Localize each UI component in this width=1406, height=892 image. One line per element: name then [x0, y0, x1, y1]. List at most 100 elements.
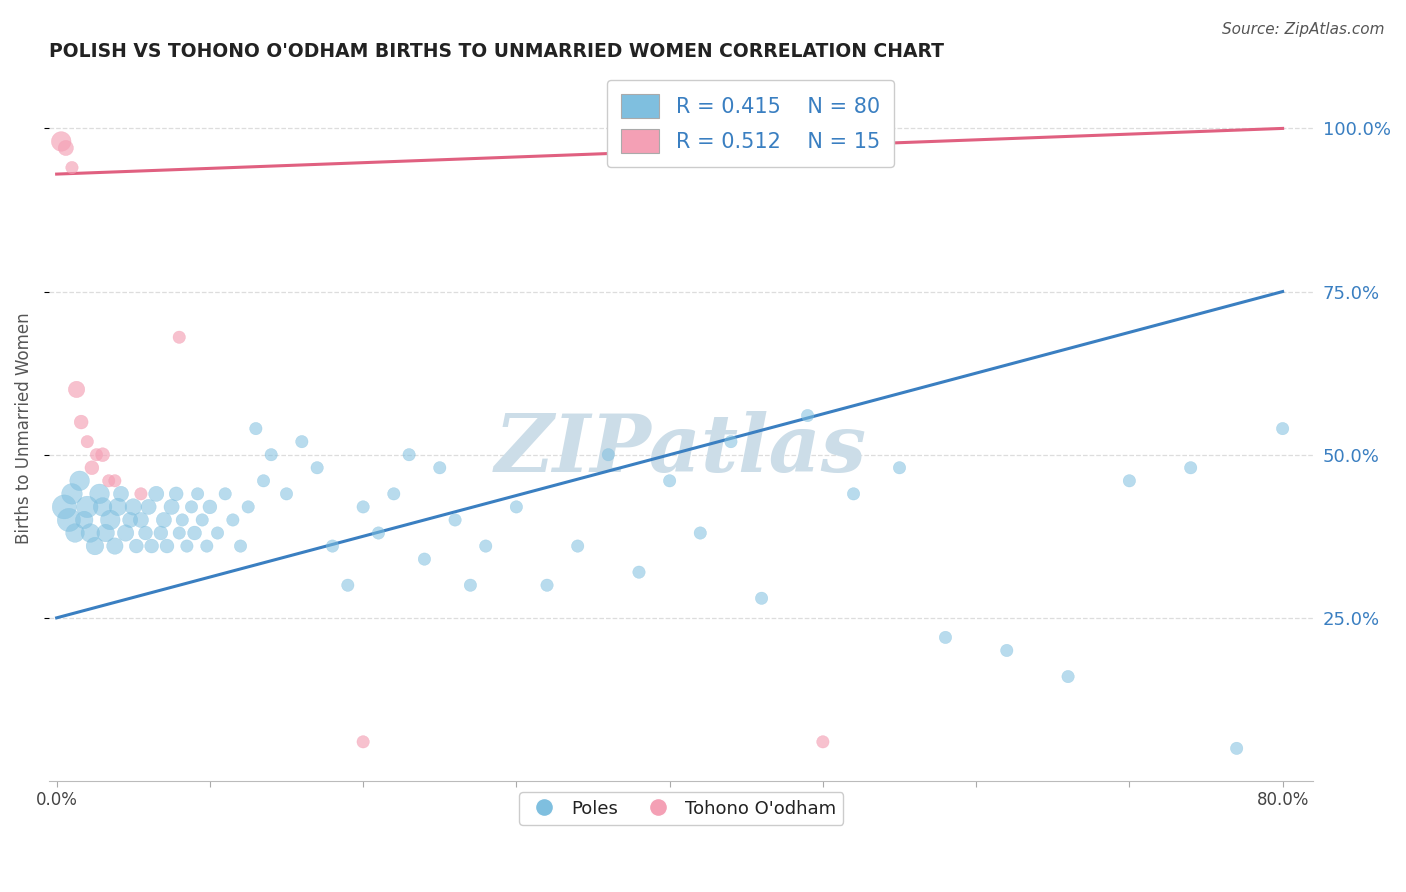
Point [94, 526, 117, 541]
Text: ZIPatlas: ZIPatlas [495, 411, 868, 489]
Point [167, 330, 190, 344]
Point [413, 552, 436, 566]
Point [145, 487, 167, 501]
Point [720, 434, 742, 449]
Point [1057, 669, 1080, 683]
Point [995, 643, 1018, 657]
Point [398, 448, 420, 462]
Point [1118, 474, 1140, 488]
Point [73, 513, 96, 527]
Point [336, 578, 359, 592]
Point [110, 487, 132, 501]
Point [276, 487, 298, 501]
Point [627, 565, 650, 579]
Point [245, 421, 267, 435]
Point [79, 526, 101, 541]
Point [207, 526, 229, 541]
Point [120, 513, 142, 527]
Point [598, 448, 620, 462]
Text: Source: ZipAtlas.com: Source: ZipAtlas.com [1222, 22, 1385, 37]
Point [125, 539, 148, 553]
Point [91, 448, 114, 462]
Point [153, 513, 176, 527]
Point [198, 500, 221, 514]
Point [134, 526, 156, 541]
Point [86, 448, 108, 462]
Point [60, 487, 83, 501]
Point [165, 487, 187, 501]
Point [53, 500, 76, 514]
Point [1180, 460, 1202, 475]
Point [138, 500, 160, 514]
Point [122, 500, 145, 514]
Point [429, 460, 451, 475]
Legend: Poles, Tohono O'odham: Poles, Tohono O'odham [519, 792, 844, 825]
Point [460, 578, 482, 592]
Point [104, 474, 127, 488]
Point [107, 500, 129, 514]
Point [842, 487, 865, 501]
Point [65, 383, 87, 397]
Point [84, 539, 107, 553]
Point [567, 539, 589, 553]
Point [658, 474, 681, 488]
Point [796, 409, 818, 423]
Point [222, 513, 245, 527]
Point [352, 500, 374, 514]
Point [1271, 421, 1294, 435]
Point [58, 513, 80, 527]
Point [69, 474, 91, 488]
Point [291, 434, 314, 449]
Point [934, 631, 956, 645]
Point [55, 141, 77, 155]
Point [811, 735, 834, 749]
Point [76, 434, 98, 449]
Point [191, 513, 214, 527]
Point [238, 500, 260, 514]
Point [76, 500, 98, 514]
Point [129, 513, 152, 527]
Point [97, 474, 120, 488]
Point [149, 526, 172, 541]
Point [98, 513, 121, 527]
Point [91, 500, 114, 514]
Point [63, 526, 86, 541]
Point [89, 487, 111, 501]
Point [167, 526, 190, 541]
Point [307, 460, 329, 475]
Point [70, 415, 93, 429]
Point [214, 487, 236, 501]
Point [129, 487, 152, 501]
Point [141, 539, 163, 553]
Point [229, 539, 252, 553]
Point [382, 487, 405, 501]
Point [260, 448, 283, 462]
Point [889, 460, 911, 475]
Point [104, 539, 127, 553]
Point [252, 474, 274, 488]
Point [321, 539, 343, 553]
Point [183, 526, 205, 541]
Point [367, 526, 389, 541]
Point [156, 539, 179, 553]
Point [51, 135, 73, 149]
Text: POLISH VS TOHONO O'ODHAM BIRTHS TO UNMARRIED WOMEN CORRELATION CHART: POLISH VS TOHONO O'ODHAM BIRTHS TO UNMAR… [49, 42, 943, 61]
Point [751, 591, 773, 606]
Point [195, 539, 218, 553]
Point [689, 526, 711, 541]
Point [187, 487, 209, 501]
Point [474, 539, 496, 553]
Point [444, 513, 467, 527]
Point [60, 161, 83, 175]
Point [505, 500, 527, 514]
Point [180, 500, 202, 514]
Point [536, 578, 558, 592]
Point [176, 539, 198, 553]
Point [172, 513, 194, 527]
Point [1226, 741, 1249, 756]
Y-axis label: Births to Unmarried Women: Births to Unmarried Women [15, 313, 32, 544]
Point [80, 460, 103, 475]
Point [352, 735, 374, 749]
Point [160, 500, 183, 514]
Point [114, 526, 136, 541]
